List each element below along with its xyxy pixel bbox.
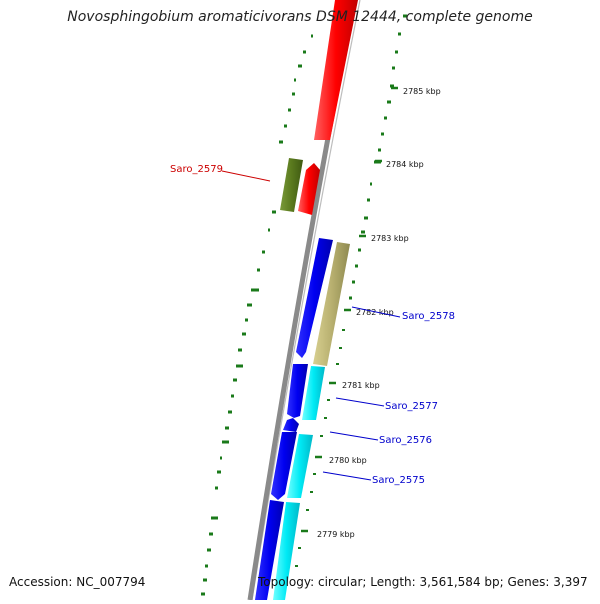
label-saro-2576[interactable]: Saro_2576 bbox=[379, 435, 432, 446]
gene-blue-4[interactable] bbox=[271, 432, 297, 500]
tick-label-2781: 2781 kbp bbox=[342, 381, 380, 390]
accession-text: Accession: NC_007794 bbox=[9, 575, 146, 589]
leader-saro-2578 bbox=[351, 306, 401, 318]
label-saro-2579[interactable]: Saro_2579 bbox=[170, 164, 223, 175]
gene-saro-2579[interactable] bbox=[280, 158, 303, 212]
label-saro-2575[interactable]: Saro_2575 bbox=[372, 475, 425, 486]
gene-blue-3[interactable] bbox=[283, 418, 299, 432]
label-saro-2578[interactable]: Saro_2578 bbox=[402, 311, 455, 322]
gene-saro-2577[interactable] bbox=[302, 366, 325, 420]
gene-saro-2578[interactable] bbox=[313, 242, 350, 366]
scale-minor-ticks bbox=[295, 329, 345, 567]
tick-label-2779: 2779 kbp bbox=[317, 530, 355, 539]
gene-saro-2575[interactable] bbox=[273, 502, 300, 600]
gene-blue-2[interactable] bbox=[287, 364, 308, 418]
gene-blue-1[interactable] bbox=[296, 238, 333, 358]
leader-saro-2577 bbox=[335, 397, 385, 407]
gene-forward-red-small[interactable] bbox=[298, 163, 320, 215]
tick-label-2780: 2780 kbp bbox=[329, 456, 367, 465]
leader-saro-2576 bbox=[329, 431, 379, 441]
tick-label-2785: 2785 kbp bbox=[403, 87, 441, 96]
leader-saro-2579 bbox=[221, 170, 271, 182]
label-saro-2577[interactable]: Saro_2577 bbox=[385, 401, 438, 412]
gene-blue-5[interactable] bbox=[255, 500, 284, 600]
gc-content-track-right bbox=[349, 14, 407, 300]
scale-ticks bbox=[301, 86, 398, 533]
gc-skew-track-left bbox=[201, 34, 313, 596]
tick-label-2783: 2783 kbp bbox=[371, 234, 409, 243]
gene-saro-2576[interactable] bbox=[287, 434, 313, 498]
tick-label-2782: 2782 kbp bbox=[356, 308, 394, 317]
tick-label-2784: 2784 kbp bbox=[386, 160, 424, 169]
map-title: Novosphingobium aromaticivorans DSM 1244… bbox=[67, 9, 533, 25]
leader-saro-2575 bbox=[322, 471, 372, 481]
backbone-outer-line bbox=[251, 0, 361, 601]
gene-forward-red-large[interactable] bbox=[314, 0, 358, 140]
topology-text: Topology: circular; Length: 3,561,584 bp… bbox=[258, 575, 588, 589]
